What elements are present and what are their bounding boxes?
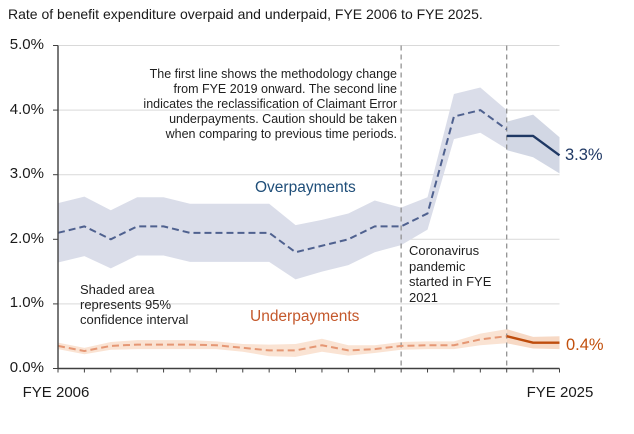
underpayments-dashed-confidence-band [58,329,507,357]
y-tick-label-0: 0.0% [9,359,44,376]
methodology-change-note: The first line shows the methodology cha… [143,67,397,141]
x-axis-label-end: FYE 2025 [526,384,594,401]
overpayments-final-value-label: 3.3% [565,146,603,164]
underpayments-solid-line [506,335,560,344]
x-axis-label-start: FYE 2006 [22,384,90,401]
y-tick-label-1: 1.0% [9,294,44,311]
y-tick-label-4: 4.0% [9,101,44,118]
overpayments-series-label: Overpayments [255,179,356,196]
y-tick-label-2: 2.0% [9,230,44,247]
overpayments-dashed-confidence-band [58,87,507,280]
overpayments-dashed-line [57,109,508,254]
underpayments-series-label: Underpayments [250,308,360,325]
overpayments-solid-confidence-band [506,114,560,174]
y-tick-label-3: 3.0% [9,165,44,182]
y-tick-label-5: 5.0% [9,36,44,53]
overpayments-solid-line [506,134,561,157]
underpayments-dashed-line [57,335,507,353]
coronavirus-pandemic-note: Coronavirus pandemic started in FYE 2021 [409,243,492,305]
underpayments-solid-confidence-band [506,329,560,350]
confidence-interval-note: Shaded area represents 95% confidence in… [80,282,189,327]
underpayments-final-value-label: 0.4% [566,336,604,354]
chart-title: Rate of benefit expenditure overpaid and… [8,6,483,22]
